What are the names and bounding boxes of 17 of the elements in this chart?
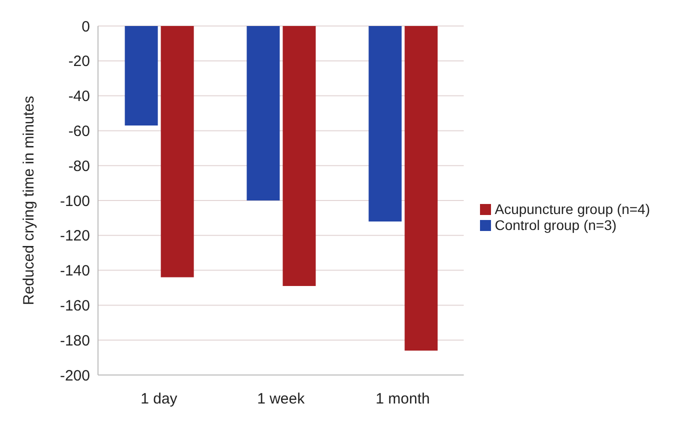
x-tick-label: 1 day (140, 390, 178, 408)
y-tick-label: -160 (60, 298, 90, 315)
y-tick-label: -200 (60, 367, 90, 384)
y-tick-label: -40 (68, 88, 90, 106)
legend-label: Acupuncture group (n=4) (494, 200, 650, 216)
x-tick-label: 1 month (376, 390, 430, 408)
y-tick-label: -100 (60, 192, 90, 210)
y-tick-label: -140 (60, 262, 90, 280)
y-tick-label: -20 (68, 53, 90, 70)
legend-label: Control group (n=3) (494, 216, 617, 232)
y-tick-label: -80 (68, 158, 90, 175)
x-tick-label: 1 week (257, 390, 306, 408)
y-tick-label: -180 (60, 332, 90, 350)
y-tick-label: -120 (60, 228, 90, 245)
y-tick-label: 0 (82, 18, 90, 36)
y-tick-label: -60 (68, 123, 90, 140)
y-axis-title: Reduced crying time in minutes (20, 96, 38, 306)
